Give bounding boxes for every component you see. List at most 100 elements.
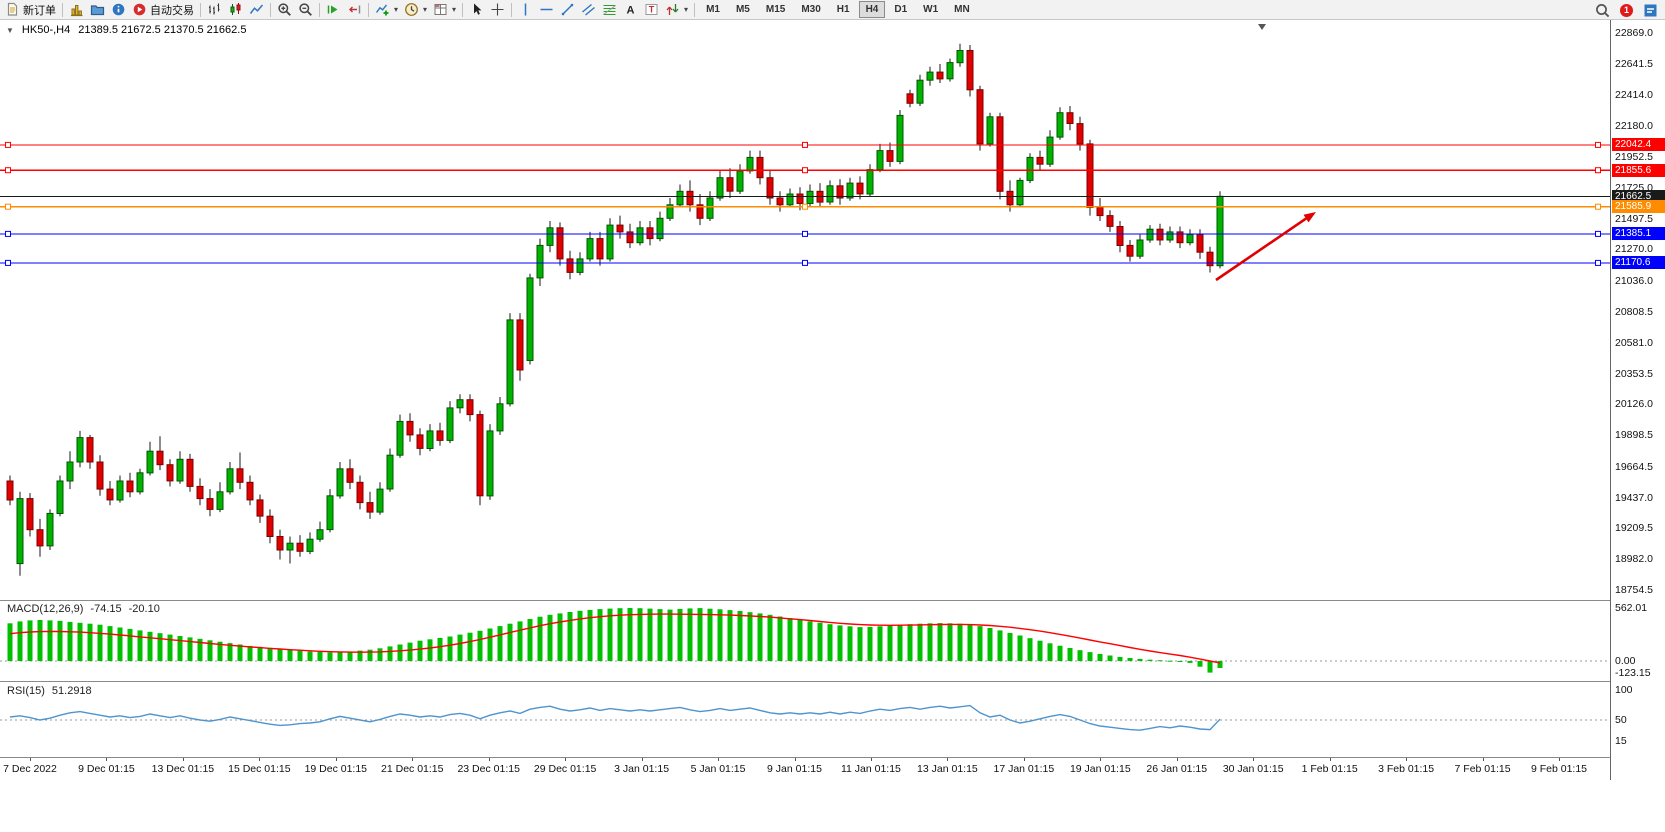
- text-label-button[interactable]: T: [641, 1, 662, 19]
- candle: [1176, 226, 1184, 249]
- templates-button[interactable]: ▾: [430, 1, 459, 19]
- macd-axis-label: 0.00: [1615, 655, 1636, 667]
- profiles-button[interactable]: [87, 1, 108, 19]
- candle: [176, 451, 184, 484]
- candle: [1186, 229, 1194, 246]
- macd-main-value: -74.15: [90, 603, 122, 615]
- timeframe-button-mn[interactable]: MN: [954, 4, 970, 15]
- doc-icon: [7, 2, 18, 16]
- templates-icon: [434, 4, 447, 15]
- timeframe-button-m15[interactable]: M15: [765, 4, 786, 15]
- timeframe-button-w1[interactable]: W1: [923, 4, 939, 15]
- trend-arrow-line[interactable]: [1215, 217, 1307, 282]
- line-handle[interactable]: [802, 259, 808, 266]
- candle: [736, 164, 744, 194]
- time-axis-label: 29 Dec 01:15: [533, 763, 597, 775]
- chart-area[interactable]: ▼ HK50-,H4 21389.5 21672.5 21370.5 21662…: [0, 20, 1610, 600]
- line-handle[interactable]: [802, 167, 808, 174]
- time-axis[interactable]: 7 Dec 2022 9 Dec 01:15 13 Dec 01:15 15 Dec …: [0, 758, 1610, 780]
- arrows-button[interactable]: ▾: [662, 1, 691, 19]
- line-handle[interactable]: [5, 141, 11, 148]
- candle: [186, 453, 194, 492]
- new-chart-button[interactable]: [66, 1, 87, 19]
- zoom-in-button[interactable]: [274, 1, 295, 19]
- vertical-line-button[interactable]: [515, 1, 536, 19]
- candle: [716, 170, 724, 201]
- line-handle[interactable]: [5, 203, 11, 210]
- periods-icon: [405, 3, 418, 16]
- fibonacci-button[interactable]: [599, 1, 620, 19]
- autotrade-button[interactable]: 自动交易: [129, 1, 197, 19]
- macd-axis-label: -123.15: [1615, 666, 1651, 679]
- auto-scroll-button[interactable]: [323, 1, 344, 19]
- price-axis[interactable]: 22869.0 22641.5 22414.0 22180.0 21952.5 21725…: [1610, 20, 1665, 780]
- zoom-out-button[interactable]: [295, 1, 316, 19]
- periods-button[interactable]: ▾: [401, 1, 430, 19]
- line-chart-button[interactable]: [246, 1, 267, 19]
- chart-shift-button[interactable]: [344, 1, 365, 19]
- candle: [756, 150, 764, 185]
- macd-panel[interactable]: [0, 601, 1610, 681]
- timeframe-button-m30[interactable]: M30: [801, 4, 821, 15]
- line-handle[interactable]: [802, 230, 808, 237]
- candle: [96, 455, 104, 496]
- line-handle[interactable]: [1595, 203, 1601, 210]
- timeframe-button-h4[interactable]: H4: [858, 1, 886, 18]
- line-handle[interactable]: [5, 230, 11, 237]
- rsi-panel[interactable]: [0, 682, 1610, 757]
- candle: [126, 472, 134, 498]
- candle: [26, 493, 34, 537]
- candle: [986, 112, 994, 147]
- timeframe-button-m1[interactable]: M1: [706, 4, 720, 15]
- cursor-button[interactable]: [466, 1, 487, 19]
- candle: [516, 313, 524, 381]
- bar-chart-button[interactable]: [204, 1, 225, 19]
- line-handle[interactable]: [5, 167, 11, 174]
- timeframe-button-m5[interactable]: M5: [735, 4, 750, 15]
- timeframe-button-d1[interactable]: D1: [894, 4, 908, 15]
- search-button[interactable]: [1592, 1, 1613, 19]
- line-handle[interactable]: [1595, 259, 1601, 266]
- chart-shift-marker-icon[interactable]: [1258, 24, 1266, 30]
- candle: [406, 413, 414, 442]
- crosshair-button[interactable]: [487, 1, 508, 19]
- line-handle[interactable]: [1595, 167, 1601, 174]
- dropdown-caret-icon: ▾: [394, 5, 399, 14]
- cursor-icon: [474, 3, 482, 15]
- candle: [6, 475, 14, 506]
- time-axis-label: 1 Feb 01:15: [1301, 763, 1358, 775]
- horizontal-line-button[interactable]: [536, 1, 557, 19]
- equidistant-channel-button[interactable]: [578, 1, 599, 19]
- trendline-button[interactable]: [557, 1, 578, 19]
- candle: [56, 475, 64, 517]
- candle: [416, 428, 424, 456]
- line-handle[interactable]: [802, 203, 808, 210]
- rsi-value: 51.2918: [51, 685, 92, 697]
- dropdown-caret-icon: ▾: [423, 5, 428, 14]
- time-axis-label: 15 Dec 01:15: [228, 763, 291, 775]
- data-window-button[interactable]: [108, 1, 129, 19]
- candlestick-chart-button[interactable]: [225, 1, 246, 19]
- line-handle[interactable]: [802, 141, 808, 148]
- candle: [916, 74, 924, 106]
- time-tick: [335, 758, 337, 761]
- new-order-button[interactable]: 新订单: [2, 1, 59, 19]
- community-button[interactable]: [1640, 1, 1661, 19]
- notifications-badge[interactable]: 1: [1620, 3, 1633, 17]
- candle: [556, 222, 564, 266]
- line-handle[interactable]: [5, 259, 11, 266]
- candle: [226, 462, 234, 495]
- candle: [926, 66, 934, 86]
- candle: [1206, 246, 1214, 273]
- time-axis-label: 11 Jan 01:15: [840, 763, 901, 775]
- line-handle[interactable]: [1595, 230, 1601, 237]
- toolbar-separator: [270, 2, 271, 17]
- indicators-button[interactable]: ▾: [372, 1, 401, 19]
- timeframe-button-h1[interactable]: H1: [836, 4, 850, 15]
- price-tag-pivot: 21585.9: [1612, 200, 1665, 214]
- crosshair-icon: [491, 3, 504, 16]
- text-button[interactable]: A: [620, 1, 641, 19]
- line-handle[interactable]: [1595, 141, 1601, 148]
- new-order-button-label: 新订单: [23, 4, 56, 17]
